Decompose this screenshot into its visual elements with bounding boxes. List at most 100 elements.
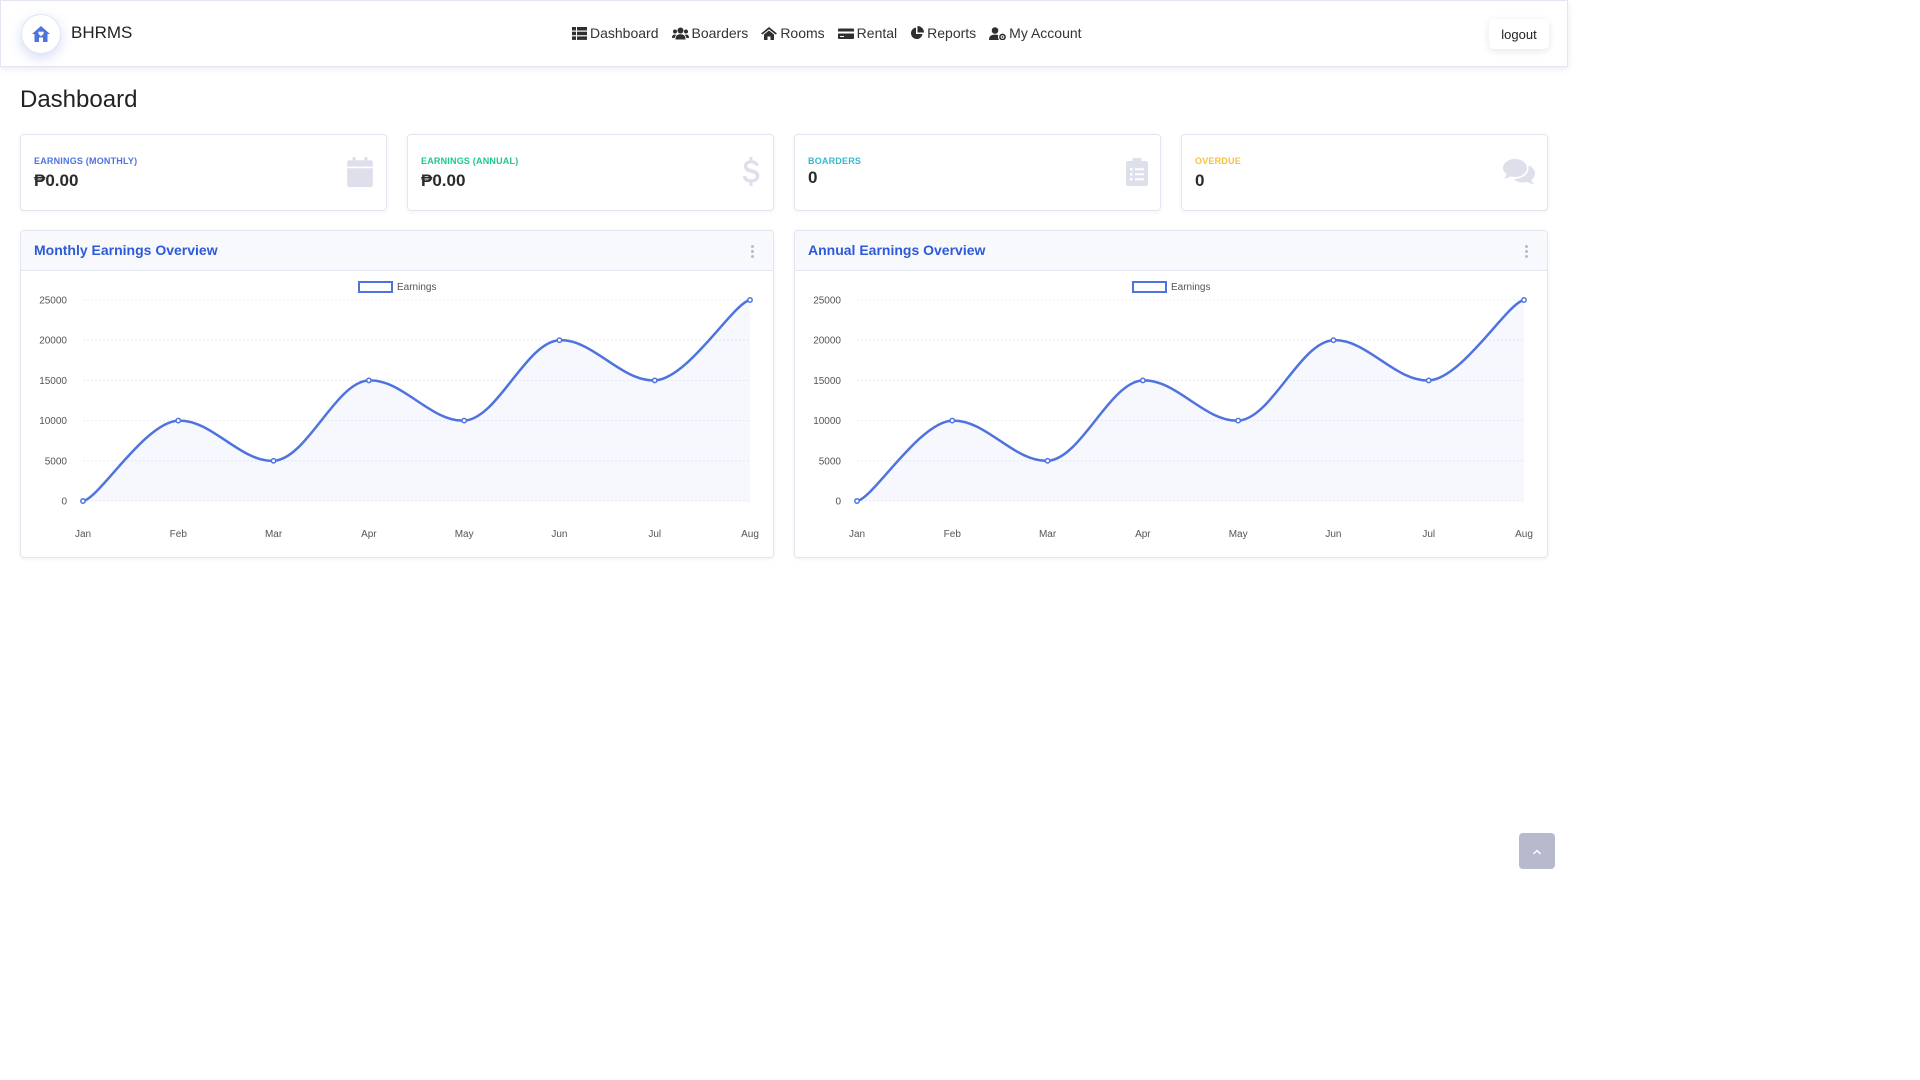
x-tick-label: Mar <box>265 529 283 540</box>
data-point <box>270 457 277 464</box>
y-tick-label: 20000 <box>813 336 841 347</box>
home-icon <box>761 26 778 40</box>
chart-card-monthly: Monthly Earnings Overview Earnings 0 5000 1… <box>20 230 774 558</box>
legend-label: Earnings <box>1171 282 1210 293</box>
stat-label: Earnings (Monthly) <box>34 156 138 166</box>
chevron-up-icon <box>1533 849 1541 854</box>
data-point <box>747 297 753 303</box>
stat-card-earnings-monthly: Earnings (Monthly) ₱0.00 <box>20 134 387 211</box>
calendar-icon <box>347 157 373 187</box>
table-icon <box>572 26 587 40</box>
x-tick-label: Apr <box>361 529 377 540</box>
y-tick-label: 25000 <box>813 296 841 307</box>
page-title: Dashboard <box>20 86 138 113</box>
monthly-earnings-line-chart: Earnings 0 5000 10000 15000 20000 25000 Jan Feb M… <box>39 281 759 540</box>
nav-item-label: Dashboard <box>590 25 659 41</box>
x-tick-label: Jun <box>551 529 567 540</box>
y-tick-label: 0 <box>61 497 67 508</box>
data-point <box>556 337 563 344</box>
x-tick-label: Feb <box>170 529 188 540</box>
more-options-icon[interactable] <box>1521 243 1531 259</box>
y-tick-label: 5000 <box>45 456 68 467</box>
scroll-to-top-button[interactable] <box>1519 833 1555 869</box>
pie-chart-icon <box>911 26 925 40</box>
x-tick-label: Aug <box>1515 529 1533 540</box>
stat-card-overdue: Overdue 0 <box>1181 134 1548 211</box>
stat-value: ₱0.00 <box>34 171 79 190</box>
more-options-icon[interactable] <box>747 243 757 259</box>
x-tick-label: Feb <box>944 529 962 540</box>
series-line <box>82 298 751 503</box>
nav-item-rooms[interactable]: Rooms <box>761 25 825 41</box>
chart-header: Monthly Earnings Overview <box>21 231 773 271</box>
users-icon <box>671 27 689 39</box>
y-tick-label: 25000 <box>39 296 67 307</box>
data-point <box>854 498 860 504</box>
chart-header: Annual Earnings Overview <box>795 231 1547 271</box>
credit-card-icon <box>837 28 854 39</box>
top-navbar: BHRMS Dashboard Boarders Rooms Rental Re… <box>0 0 1568 67</box>
x-tick-label: May <box>1229 529 1248 540</box>
stat-value: 0 <box>1195 171 1205 190</box>
chart-title: Annual Earnings Overview <box>808 242 986 258</box>
comments-icon <box>1503 159 1535 185</box>
x-tick-label: Jul <box>648 529 661 540</box>
house-logo-icon <box>32 26 50 42</box>
data-point <box>175 417 182 424</box>
nav-item-rental[interactable]: Rental <box>837 25 898 41</box>
data-point <box>461 417 468 424</box>
legend-label: Earnings <box>397 282 436 293</box>
nav-item-dashboard[interactable]: Dashboard <box>572 25 659 41</box>
x-tick-label: Jan <box>75 529 91 540</box>
x-tick-label: May <box>455 529 474 540</box>
brand-name[interactable]: BHRMS <box>71 23 133 42</box>
area-fill <box>857 300 1524 501</box>
nav-item-my-account[interactable]: My Account <box>989 25 1082 41</box>
stat-card-earnings-annual: Earnings (Annual) ₱0.00 <box>407 134 774 211</box>
nav-item-label: Rooms <box>780 25 825 41</box>
nav-item-label: Boarders <box>691 25 749 41</box>
x-tick-label: Jan <box>849 529 865 540</box>
y-tick-label: 20000 <box>39 336 67 347</box>
y-tick-label: 15000 <box>813 376 841 387</box>
dollar-icon <box>742 157 760 187</box>
clipboard-list-icon <box>1126 157 1148 187</box>
stat-value: ₱0.00 <box>421 171 466 190</box>
x-tick-label: Jul <box>1422 529 1435 540</box>
data-point <box>1235 417 1242 424</box>
annual-earnings-line-chart: Earnings 0 5000 10000 15000 20000 25000 Jan Feb M… <box>813 281 1533 540</box>
y-tick-label: 15000 <box>39 376 67 387</box>
data-point <box>1139 377 1146 384</box>
data-point <box>1521 297 1527 303</box>
y-tick-label: 10000 <box>813 416 841 427</box>
nav-item-label: Reports <box>927 25 977 41</box>
data-point <box>365 377 372 384</box>
nav-item-reports[interactable]: Reports <box>910 25 976 41</box>
y-tick-label: 0 <box>835 497 841 508</box>
data-point <box>1044 457 1051 464</box>
legend-swatch <box>1132 281 1167 293</box>
x-tick-label: Apr <box>1135 529 1151 540</box>
stat-label: Earnings (Annual) <box>421 156 519 166</box>
chart-card-annual: Annual Earnings Overview Earnings 0 5000 10… <box>794 230 1548 558</box>
data-point <box>80 498 86 504</box>
area-fill <box>83 300 750 501</box>
logout-button[interactable]: logout <box>1489 19 1549 49</box>
x-tick-label: Jun <box>1325 529 1341 540</box>
y-tick-label: 10000 <box>39 416 67 427</box>
data-point <box>1425 377 1432 384</box>
stat-value: 0 <box>808 168 818 187</box>
legend-swatch <box>358 281 393 293</box>
data-point <box>651 377 658 384</box>
data-point <box>1330 337 1337 344</box>
stat-label: Boarders <box>808 156 862 166</box>
stat-label: Overdue <box>1195 156 1241 166</box>
chart-title: Monthly Earnings Overview <box>34 242 218 258</box>
stat-card-boarders: Boarders 0 <box>794 134 1161 211</box>
x-tick-label: Aug <box>741 529 759 540</box>
nav-item-label: Rental <box>856 25 898 41</box>
nav-item-boarders[interactable]: Boarders <box>671 25 749 41</box>
x-tick-label: Mar <box>1039 529 1057 540</box>
brand-logo[interactable] <box>21 14 61 54</box>
nav-item-label: My Account <box>1009 25 1082 41</box>
